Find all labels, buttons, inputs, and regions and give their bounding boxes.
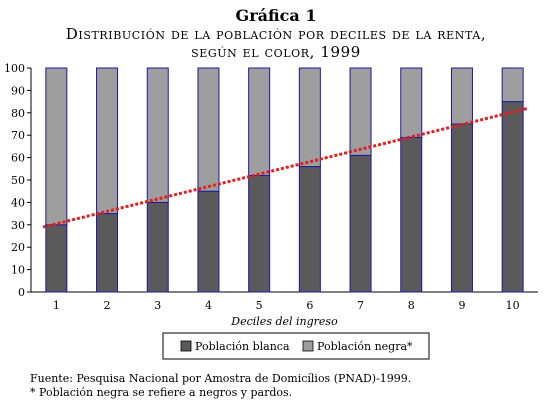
x-tick-label: 9 [458, 299, 465, 312]
bar-negra [45, 67, 68, 226]
bar-blanca [400, 136, 423, 293]
source-note: Fuente: Pesquisa Nacional por Amostra de… [30, 372, 412, 385]
x-tick-label: 2 [104, 299, 111, 312]
x-tick-label: 3 [154, 299, 161, 312]
chart-title-line-1: Distribución de la población por deciles… [65, 25, 487, 43]
bar-blanca [96, 213, 119, 293]
y-tick-label: 70 [11, 129, 25, 142]
y-tick-label: 100 [4, 62, 25, 75]
footnote: * Población negra se refiere a negros y … [30, 386, 293, 399]
bar-negra [248, 67, 271, 177]
bar-negra [450, 67, 473, 125]
bar-negra [501, 67, 524, 103]
x-tick-label: 1 [53, 299, 60, 312]
x-tick-label: 5 [256, 299, 263, 312]
bar-negra [349, 67, 372, 156]
y-tick-label: 60 [11, 152, 25, 165]
chart-title-line-2: según el color, 1999 [191, 43, 361, 61]
bar-blanca [298, 166, 321, 293]
bar-blanca [501, 101, 524, 293]
y-tick-label: 90 [11, 84, 25, 97]
trend-line [42, 106, 529, 229]
bar-blanca [248, 175, 271, 293]
x-axis-label: Deciles del ingreso [230, 315, 338, 328]
bar-blanca [45, 224, 68, 293]
bar-negra [400, 67, 423, 138]
x-tick-label: 4 [205, 299, 212, 312]
legend-box [162, 332, 430, 360]
bar-blanca [197, 190, 220, 293]
y-tick-label: 80 [11, 107, 25, 120]
bar-negra [197, 67, 220, 192]
bar-negra [146, 67, 169, 203]
figure-label: Gráfica 1 [235, 6, 317, 25]
bar-negra [298, 67, 321, 168]
x-tick-label: 8 [408, 299, 415, 312]
bar-blanca [450, 123, 473, 293]
legend-label: Población negra* [317, 340, 413, 353]
y-tick-label: 50 [11, 174, 25, 187]
y-tick-label: 20 [11, 241, 25, 254]
legend-label: Población blanca [195, 340, 290, 353]
bar-blanca [349, 154, 372, 293]
legend-swatch [302, 340, 314, 352]
x-tick-label: 10 [506, 299, 520, 312]
y-tick-label: 30 [11, 219, 25, 232]
bar-blanca [146, 201, 169, 293]
legend-swatch [180, 340, 192, 352]
y-tick-label: 40 [11, 196, 25, 209]
y-tick-label: 0 [18, 286, 25, 299]
bar-negra [96, 67, 119, 215]
y-tick-label: 10 [11, 264, 25, 277]
x-tick-label: 7 [357, 299, 364, 312]
x-tick-label: 6 [306, 299, 313, 312]
